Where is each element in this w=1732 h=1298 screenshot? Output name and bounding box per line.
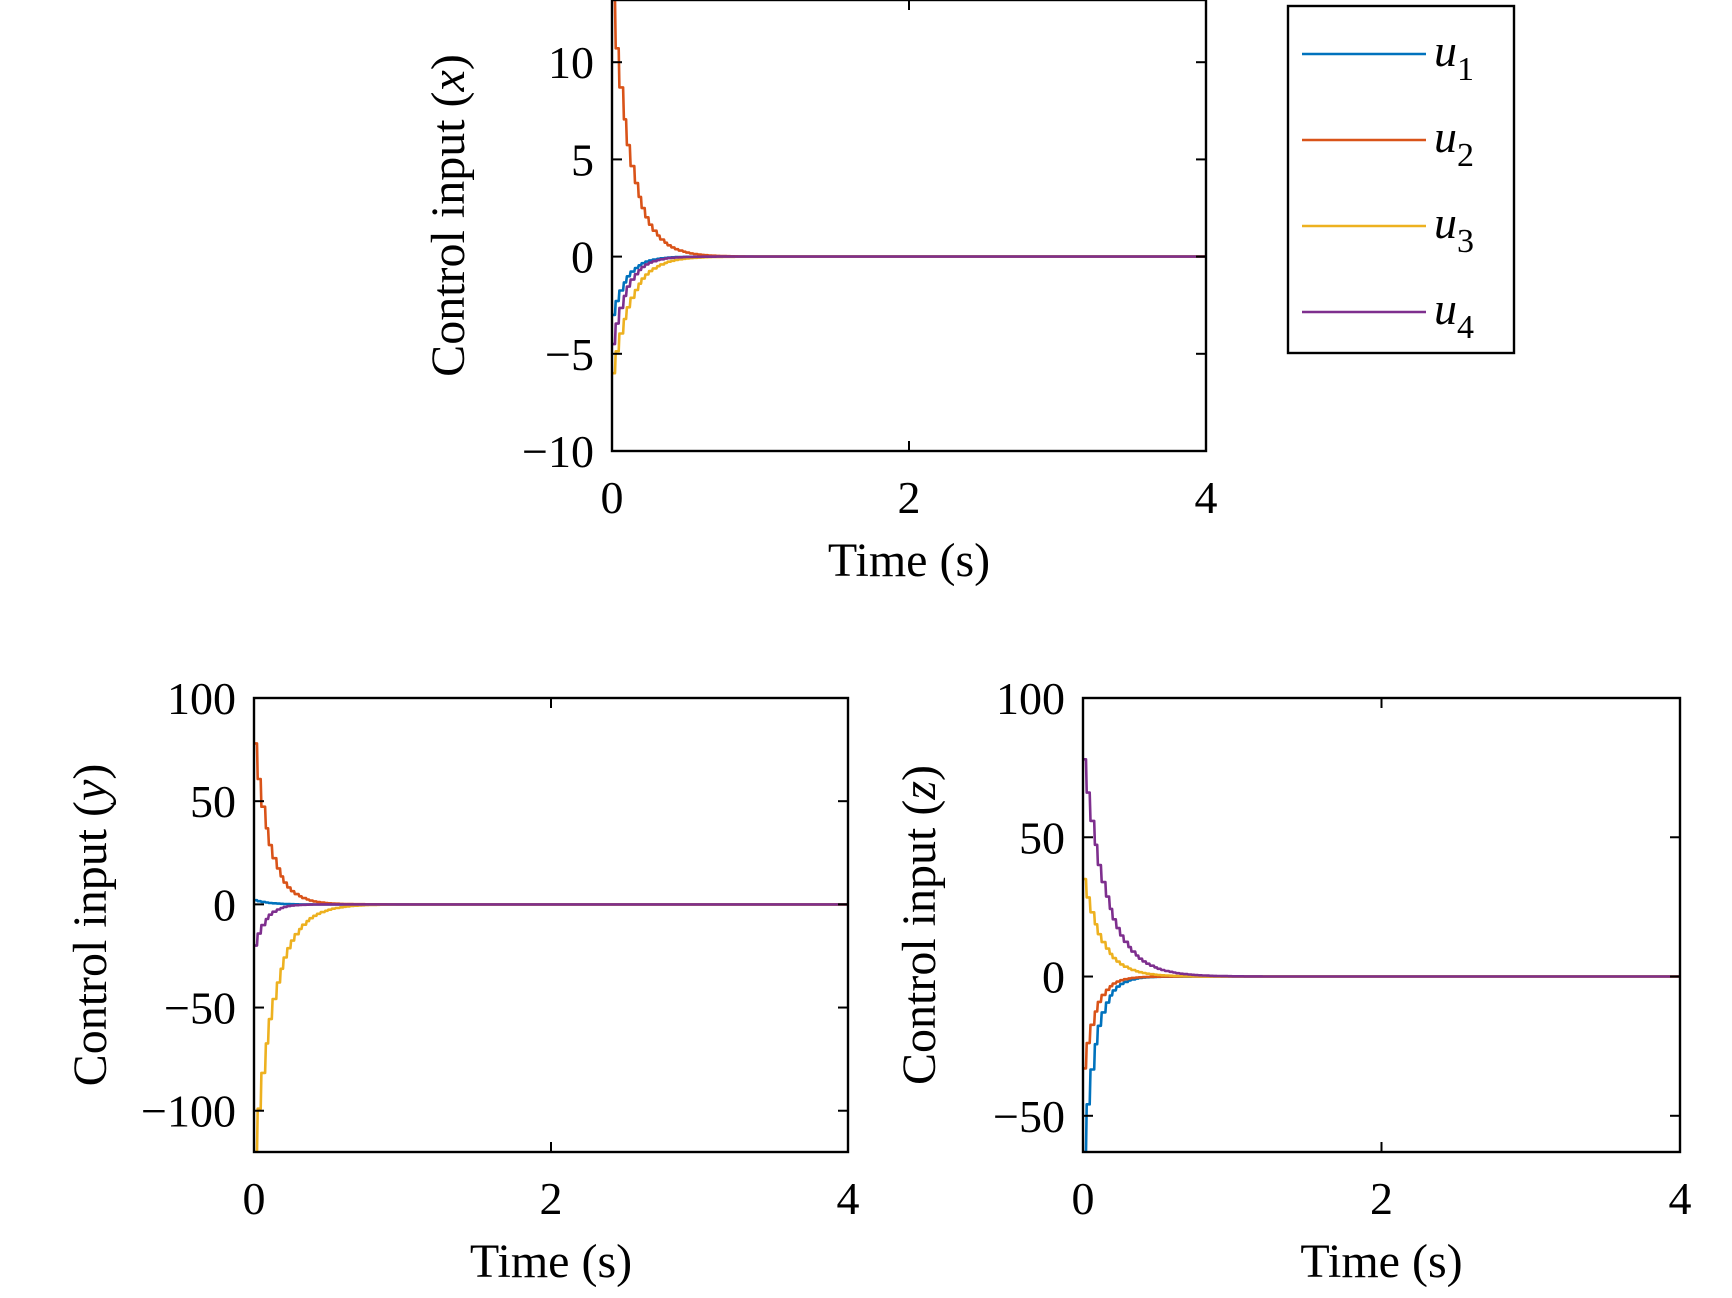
series-line-u3: [612, 255, 1206, 375]
x-axis-label: Time (s): [828, 534, 990, 587]
x-axis-label: Time (s): [470, 1235, 632, 1288]
y-tick-label: −50: [993, 1091, 1065, 1142]
x-tick-label: 2: [540, 1173, 563, 1224]
legend: u1 u2 u3 u4: [1286, 4, 1516, 355]
y-tick-label: −10: [522, 426, 594, 477]
series-line-u2: [612, 0, 1206, 258]
series-line-u4: [1083, 758, 1680, 978]
legend-box: [1286, 4, 1516, 355]
y-tick-label: 0: [1042, 952, 1065, 1003]
chart-panel-x: 0 2 4 −10 −5 0 5 10 Time (s) Control input (x): [422, 0, 1218, 587]
series-line-u3: [1083, 877, 1680, 978]
y-tick-label: −5: [545, 329, 594, 380]
plot-frame: [610, 0, 1208, 453]
legend-label-u3: u3: [1434, 197, 1474, 260]
series-group: [612, 0, 1206, 375]
y-tick-label: −100: [141, 1086, 236, 1137]
x-tick-label: 4: [1669, 1173, 1692, 1224]
y-tick-label: 10: [548, 37, 594, 88]
y-tick-label: 50: [1019, 812, 1065, 863]
y-tick-label: 0: [213, 879, 236, 930]
series-line-u1: [612, 255, 1206, 317]
y-axis-label: Control input (z): [893, 765, 946, 1085]
x-tick-label: 2: [1370, 1173, 1393, 1224]
legend-label-u2: u2: [1434, 111, 1474, 174]
series-group: [1083, 758, 1680, 1152]
plot-frame: [1081, 696, 1682, 1154]
series-line-u4: [254, 903, 848, 947]
x-tick-label: 0: [601, 472, 624, 523]
y-tick-label: 0: [571, 232, 594, 283]
y-tick-label: 5: [571, 134, 594, 185]
series-line-u3: [254, 903, 848, 1152]
legend-label-u1: u1: [1434, 25, 1474, 88]
y-tick-label: 100: [167, 673, 236, 724]
y-axis-label: Control input (y): [64, 764, 117, 1087]
series-line-u2: [1083, 975, 1680, 1070]
legend-label-u4: u4: [1434, 283, 1474, 346]
x-tick-label: 0: [243, 1173, 266, 1224]
series-line-u4: [612, 255, 1206, 346]
series-line-u2: [254, 742, 848, 906]
y-tick-label: −50: [164, 983, 236, 1034]
x-tick-label: 0: [1072, 1173, 1095, 1224]
series-group: [254, 742, 848, 1152]
plot-frame: [252, 696, 850, 1154]
x-axis-label: Time (s): [1300, 1235, 1462, 1288]
x-tick-label: 2: [898, 472, 921, 523]
x-tick-label: 4: [837, 1173, 860, 1224]
chart-panel-y: 0 2 4 −100 −50 0 50 100 Time (s) Control input (y…: [64, 673, 860, 1288]
y-axis-label: Control input (x): [422, 54, 475, 377]
y-tick-label: 100: [996, 673, 1065, 724]
y-tick-label: 50: [190, 776, 236, 827]
series-line-u1: [1083, 975, 1680, 1152]
x-tick-label: 4: [1195, 472, 1218, 523]
